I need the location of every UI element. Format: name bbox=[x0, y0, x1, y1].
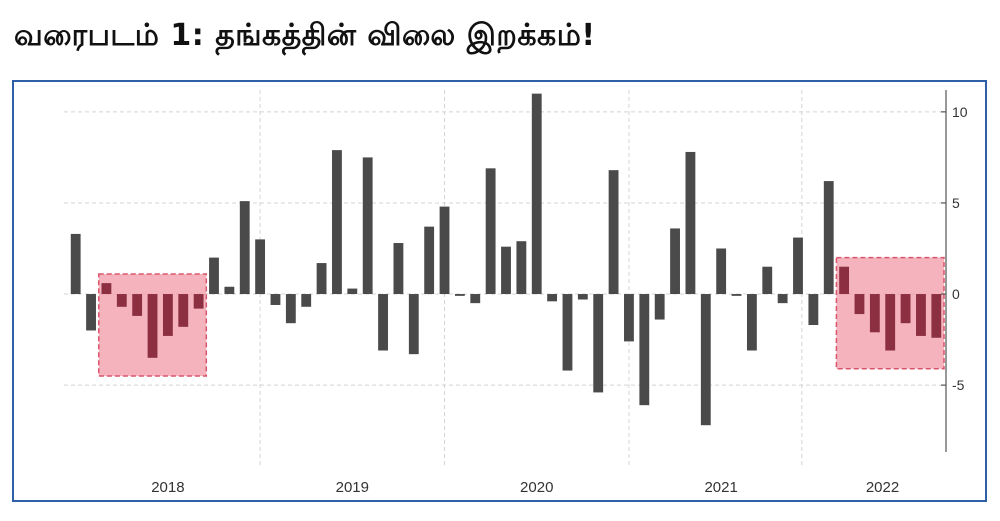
x-year-label: 2018 bbox=[151, 479, 184, 496]
bar bbox=[485, 168, 496, 295]
bar bbox=[531, 93, 542, 295]
bar bbox=[255, 239, 266, 295]
bar bbox=[700, 294, 711, 426]
x-axis-year-labels: 2018 2019 2020 2021 2022 bbox=[151, 479, 899, 496]
bar bbox=[731, 294, 742, 296]
bar bbox=[393, 243, 404, 295]
page-title: வரைபடம் 1: தங்கத்தின் விலை இறக்கம்! bbox=[14, 18, 596, 53]
x-year-label: 2020 bbox=[520, 479, 553, 496]
y-tick-label: -5 bbox=[952, 377, 965, 393]
bar bbox=[793, 237, 803, 295]
y-axis: 10 5 0 -5 bbox=[941, 90, 968, 452]
bar bbox=[193, 294, 204, 309]
bar bbox=[86, 294, 96, 331]
bar bbox=[746, 294, 757, 351]
bar bbox=[316, 263, 327, 295]
bar bbox=[562, 294, 573, 371]
bar bbox=[362, 157, 373, 295]
bar bbox=[823, 181, 834, 295]
bar bbox=[101, 283, 112, 295]
bar-chart: 10 5 0 -5 2018 2019 2020 2021 2022 bbox=[64, 90, 968, 496]
bar bbox=[116, 294, 127, 307]
bar bbox=[132, 294, 143, 316]
bar bbox=[408, 294, 419, 355]
bar bbox=[869, 294, 880, 333]
bar bbox=[624, 294, 634, 342]
bars bbox=[70, 93, 942, 426]
bar bbox=[470, 294, 481, 304]
bar bbox=[670, 228, 680, 295]
bar bbox=[593, 294, 604, 393]
bar bbox=[501, 246, 511, 295]
y-tick-label: 5 bbox=[952, 195, 960, 211]
bar bbox=[439, 206, 450, 295]
bar bbox=[162, 294, 173, 336]
bar bbox=[270, 294, 281, 305]
bar bbox=[347, 288, 358, 295]
bar bbox=[762, 266, 773, 295]
x-year-label: 2019 bbox=[336, 479, 369, 496]
bar bbox=[900, 294, 911, 324]
bar bbox=[777, 294, 788, 304]
bar bbox=[239, 201, 250, 295]
bar bbox=[854, 294, 865, 315]
bar bbox=[839, 266, 850, 295]
bar bbox=[378, 294, 388, 351]
bar bbox=[516, 241, 527, 295]
bar bbox=[285, 294, 296, 324]
bar bbox=[547, 294, 558, 302]
x-year-label: 2021 bbox=[704, 479, 737, 496]
bar bbox=[332, 150, 342, 295]
y-tick-label: 10 bbox=[952, 104, 968, 120]
bar bbox=[808, 294, 819, 326]
bar bbox=[916, 294, 926, 336]
chart-frame: 10 5 0 -5 2018 2019 2020 2021 2022 bbox=[12, 80, 987, 502]
bar bbox=[577, 294, 588, 300]
bar bbox=[685, 151, 696, 295]
bar bbox=[885, 294, 896, 351]
bar bbox=[147, 294, 158, 358]
bar bbox=[301, 294, 312, 307]
bar bbox=[424, 226, 435, 295]
bar bbox=[70, 233, 81, 295]
y-tick-label: 0 bbox=[952, 286, 960, 302]
bar bbox=[716, 248, 727, 295]
bar bbox=[209, 257, 219, 295]
bar bbox=[639, 294, 650, 406]
x-year-label: 2022 bbox=[866, 479, 899, 496]
bar bbox=[931, 294, 942, 338]
bar bbox=[454, 294, 465, 296]
bar bbox=[608, 170, 619, 295]
bar bbox=[654, 294, 665, 320]
bar bbox=[224, 286, 235, 295]
bar bbox=[178, 294, 189, 327]
